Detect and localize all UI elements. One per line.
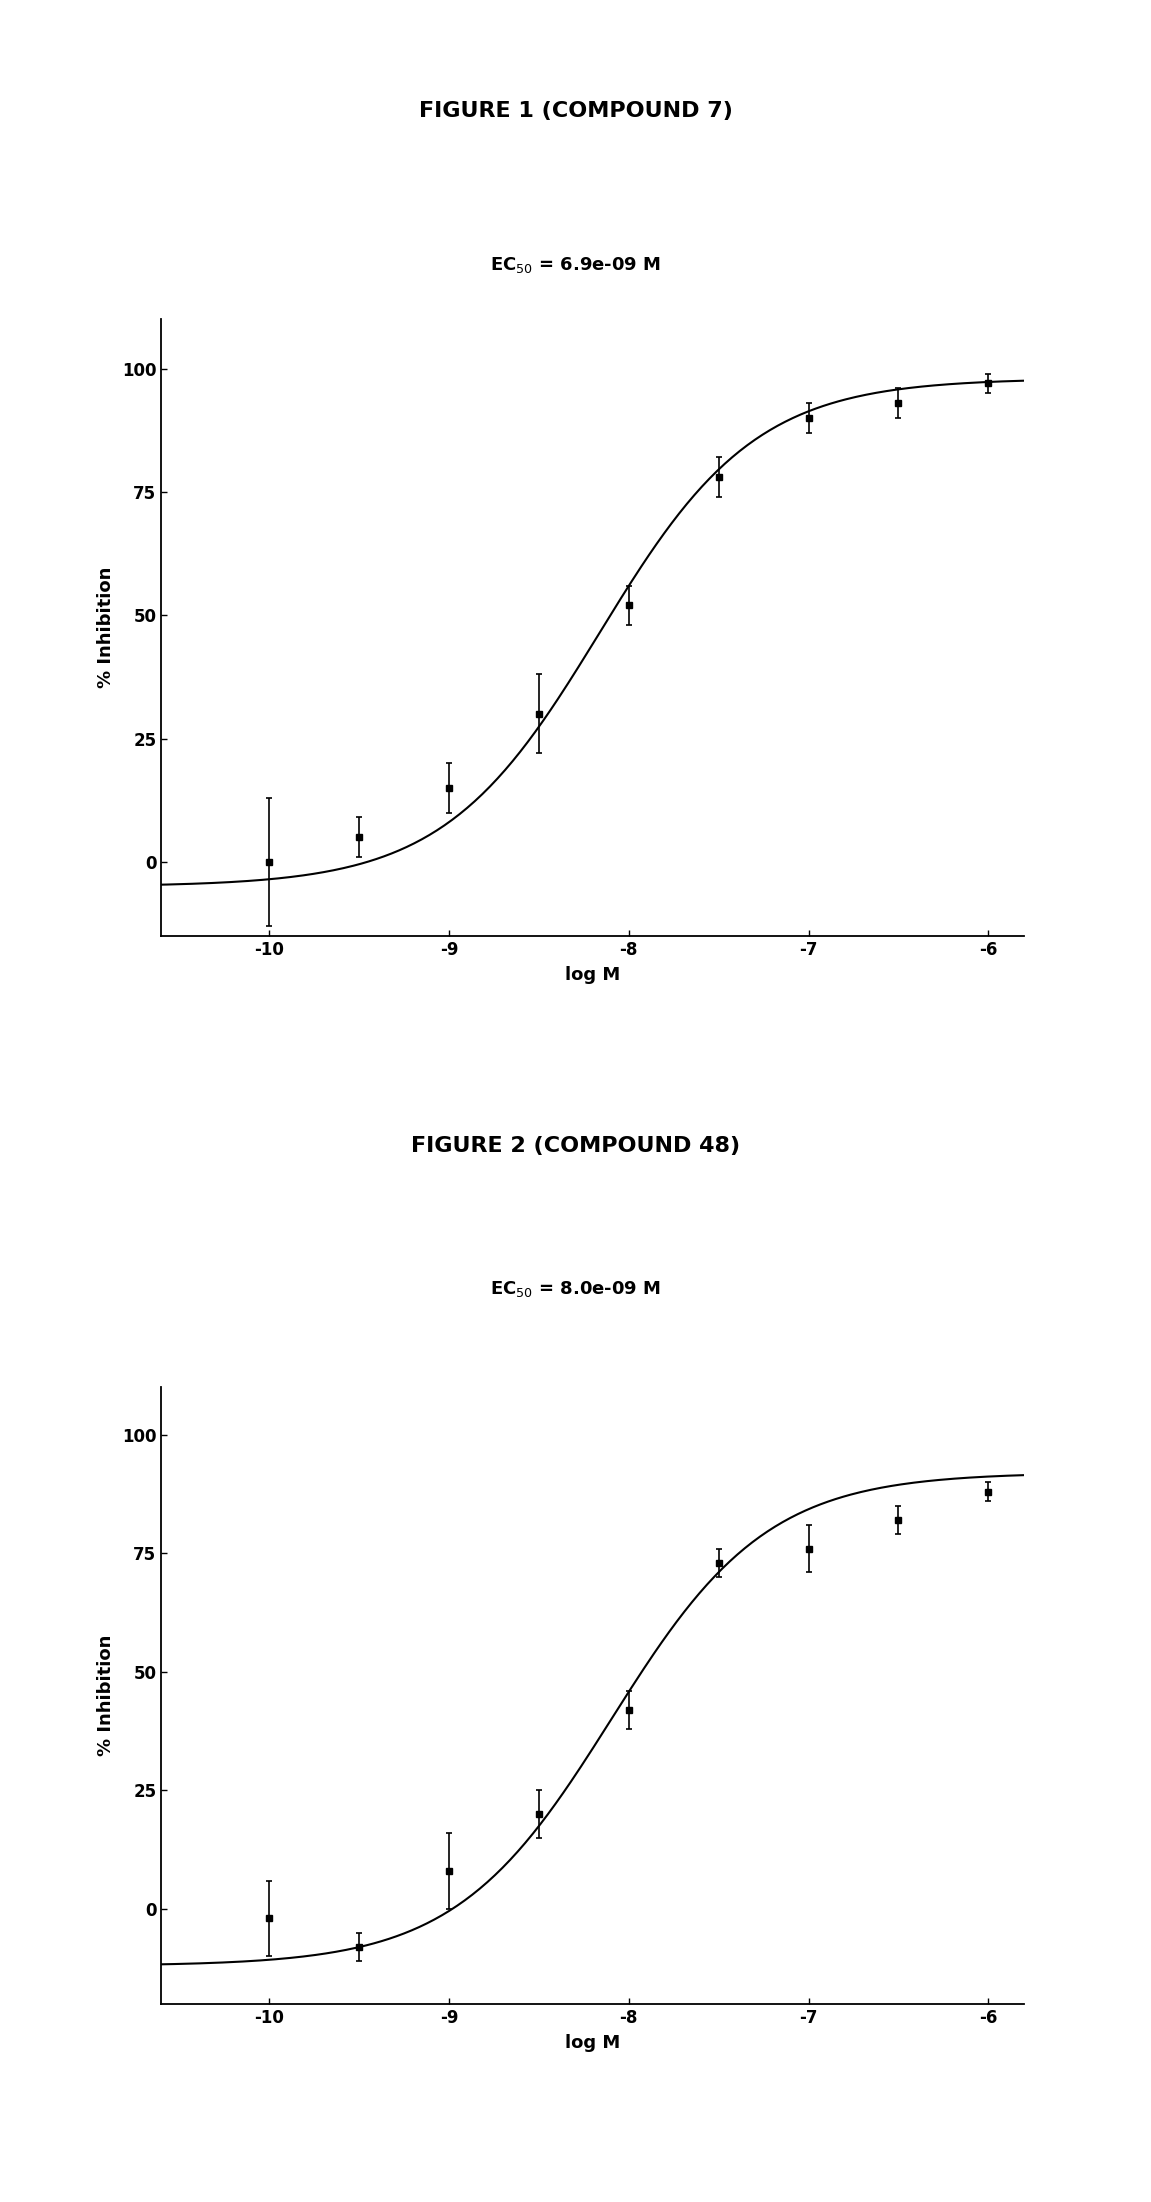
X-axis label: log M: log M [565, 2035, 620, 2052]
Text: FIGURE 2 (COMPOUND 48): FIGURE 2 (COMPOUND 48) [411, 1136, 740, 1156]
Text: EC$_{50}$ = 8.0e-09 M: EC$_{50}$ = 8.0e-09 M [490, 1279, 661, 1299]
X-axis label: log M: log M [565, 967, 620, 984]
Y-axis label: % Inhibition: % Inhibition [97, 566, 115, 689]
Y-axis label: % Inhibition: % Inhibition [97, 1634, 115, 1757]
Text: EC$_{50}$ = 6.9e-09 M: EC$_{50}$ = 6.9e-09 M [490, 255, 661, 275]
Text: FIGURE 1 (COMPOUND 7): FIGURE 1 (COMPOUND 7) [419, 101, 732, 121]
